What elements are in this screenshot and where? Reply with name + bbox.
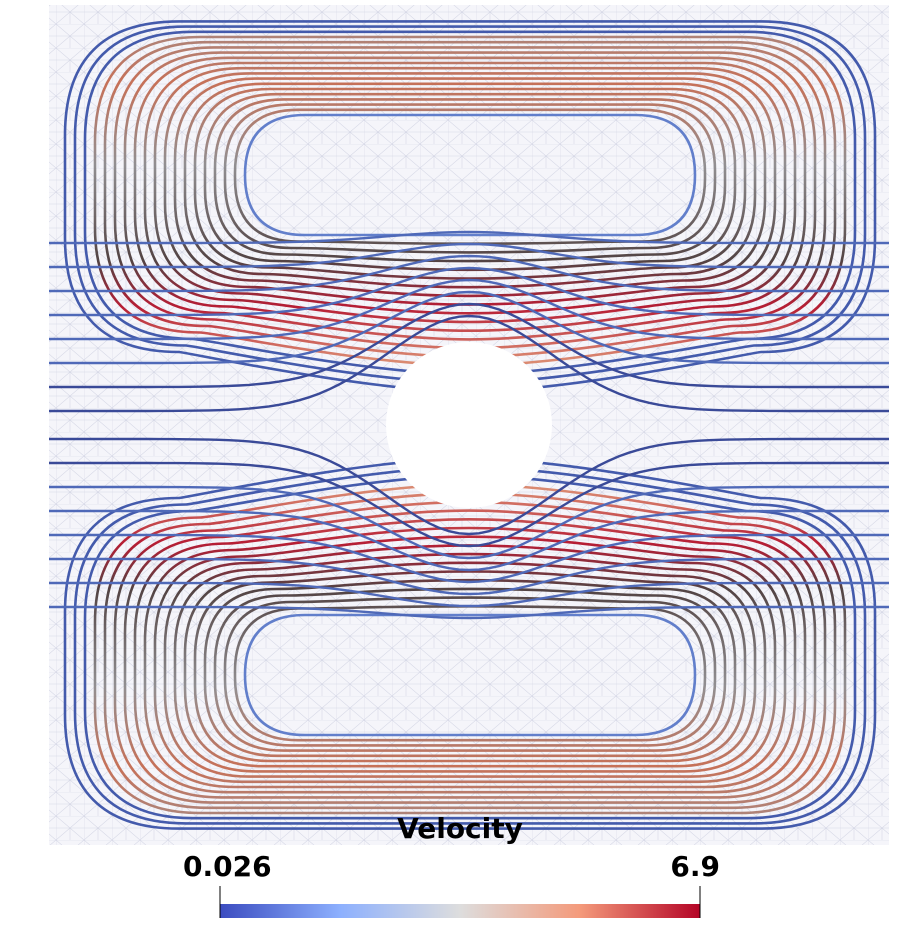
streamline: [133, 517, 807, 794]
streamline: [243, 613, 697, 737]
streamline: [193, 87, 747, 280]
streamline: [143, 526, 797, 789]
streamline: [143, 61, 797, 324]
streamline: [123, 51, 817, 341]
streamline: [49, 605, 889, 620]
streamline: [49, 485, 889, 560]
streamline: [183, 82, 757, 289]
streamline: [49, 314, 889, 413]
streamline: [193, 570, 747, 763]
streamline: [49, 290, 889, 365]
streamline: [49, 266, 889, 317]
streamline: [223, 596, 717, 747]
streamline: [49, 533, 889, 584]
streamline: [213, 98, 727, 263]
streamline: [133, 56, 807, 333]
streamline: [49, 242, 889, 269]
streamline: [153, 535, 787, 784]
colorbar-label: 0.026: [183, 850, 272, 883]
streamline: [213, 587, 727, 752]
streamline: [49, 557, 889, 596]
streamline: [173, 77, 767, 298]
streamline: [203, 578, 737, 758]
streamline: [49, 278, 889, 341]
streamline: [49, 581, 889, 608]
colorbar-label: 6.9: [670, 850, 720, 883]
streamline: [123, 509, 817, 799]
streamline: [49, 230, 889, 245]
streamline: [49, 509, 889, 572]
streamline: [243, 113, 697, 237]
streamline: [49, 437, 889, 536]
colorbar-gradient: [220, 904, 700, 918]
colorbar-title: Velocity: [397, 812, 523, 845]
streamline: [223, 103, 717, 254]
streamline: [183, 561, 757, 768]
colorbar: 0.026 6.9: [183, 850, 720, 918]
streamline: [173, 552, 767, 773]
cylinder: [386, 342, 552, 508]
streamline: [203, 92, 737, 272]
streamline: [49, 461, 889, 548]
streamline: [49, 254, 889, 293]
streamline: [153, 66, 787, 315]
streamline: [49, 302, 889, 389]
